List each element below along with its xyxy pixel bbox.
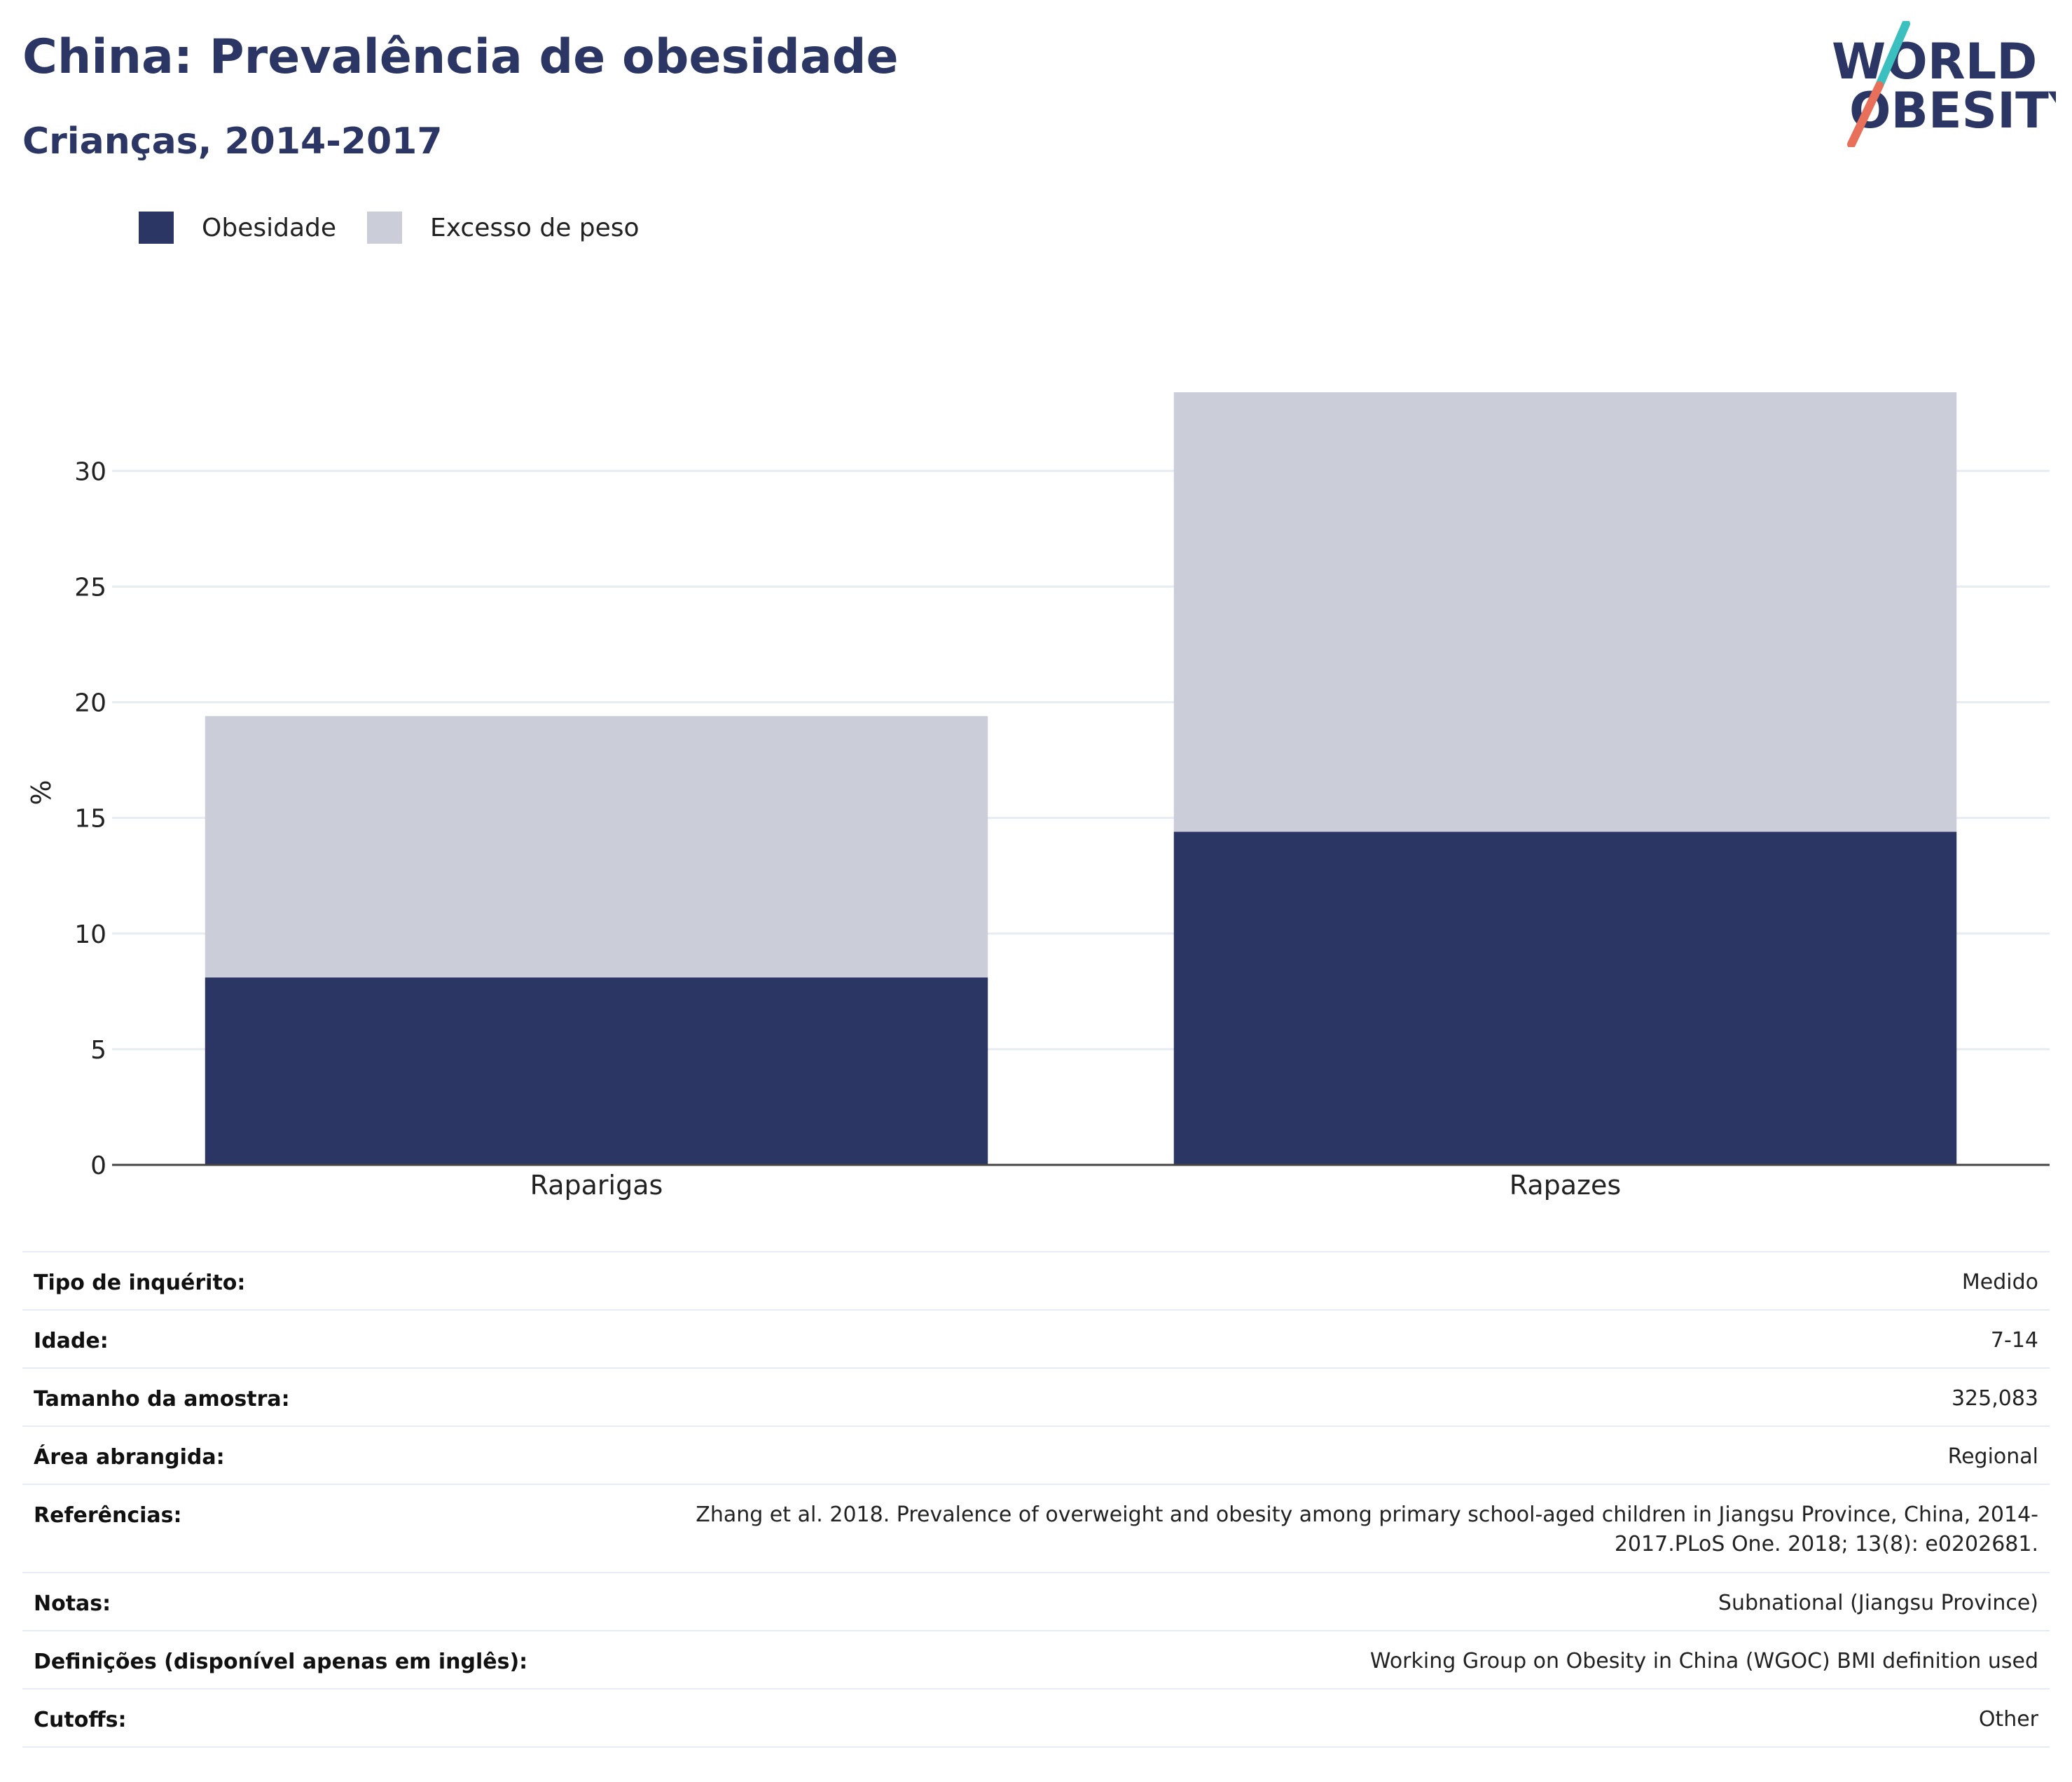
- legend-swatch-obesity: [139, 212, 174, 244]
- info-table: Tipo de inquérito: Medido Idade: 7-14 Ta…: [22, 1251, 2050, 1748]
- info-row-references: Referências: Zhang et al. 2018. Prevalen…: [22, 1485, 2050, 1573]
- x-tick-label: Raparigas: [530, 1170, 663, 1201]
- y-tick-label: 20: [74, 689, 106, 718]
- info-key: Cutoffs:: [34, 1708, 127, 1732]
- info-value: Subnational (Jiangsu Province): [1718, 1591, 2038, 1615]
- info-value: Medido: [1961, 1270, 2038, 1294]
- y-tick-label: 25: [74, 573, 106, 602]
- legend-swatch-overweight: [367, 212, 403, 244]
- chart-legend: Obesidade Excesso de peso: [139, 209, 670, 247]
- bar-obesity-0: [205, 977, 988, 1165]
- chart-title: China: Prevalência de obesidade: [22, 29, 899, 85]
- legend-label-overweight: Excesso de peso: [430, 213, 640, 242]
- info-row-sample-size: Tamanho da amostra: 325,083: [22, 1369, 2050, 1427]
- info-value: Zhang et al. 2018. Prevalence of overwei…: [696, 1503, 2038, 1556]
- info-key: Definições (disponível apenas em inglês)…: [34, 1650, 528, 1674]
- logo-line1: WORLD: [1832, 33, 2037, 90]
- x-tick-label: Rapazes: [1510, 1170, 1621, 1201]
- info-key: Tamanho da amostra:: [34, 1387, 290, 1411]
- info-key: Referências:: [34, 1503, 182, 1528]
- info-value: 325,083: [1951, 1386, 2038, 1411]
- info-value: 7-14: [1990, 1328, 2038, 1353]
- y-tick-label: 30: [74, 457, 106, 486]
- info-value: Working Group on Obesity in China (WGOC)…: [1369, 1649, 2038, 1673]
- info-row-cutoffs: Cutoffs: Other: [22, 1690, 2050, 1748]
- y-tick-label: 15: [74, 805, 106, 834]
- info-key: Tipo de inquérito:: [34, 1271, 246, 1295]
- chart-subtitle: Crianças, 2014-2017: [22, 120, 443, 163]
- info-row-area: Área abrangida: Regional: [22, 1427, 2050, 1485]
- stacked-bar-chart: 0 5 10 15 20 25 30 Raparigas Rapazes%: [26, 392, 2050, 1201]
- y-tick-label: 10: [74, 920, 106, 949]
- y-axis-label: %: [26, 780, 57, 805]
- info-row-notes: Notas: Subnational (Jiangsu Province): [22, 1573, 2050, 1631]
- info-row-survey-type: Tipo de inquérito: Medido: [22, 1252, 2050, 1311]
- legend-item-obesity[interactable]: Obesidade: [139, 212, 336, 244]
- info-key: Notas:: [34, 1591, 111, 1616]
- info-row-definitions: Definições (disponível apenas em inglês)…: [22, 1631, 2050, 1690]
- info-key: Idade:: [34, 1329, 109, 1353]
- logo-slash-top: [1875, 21, 1910, 90]
- info-row-age: Idade: 7-14: [22, 1311, 2050, 1369]
- logo-slash-bottom: [1847, 81, 1884, 147]
- bar-obesity-1: [1173, 831, 1957, 1165]
- y-tick-label: 5: [90, 1036, 106, 1065]
- bar-overweight-1: [1173, 392, 1957, 832]
- legend-item-overweight[interactable]: Excesso de peso: [367, 212, 640, 244]
- y-tick-label: 0: [90, 1152, 106, 1180]
- legend-label-obesity: Obesidade: [202, 213, 337, 242]
- info-value: Other: [1978, 1707, 2038, 1732]
- bar-overweight-0: [205, 716, 988, 978]
- info-value: Regional: [1947, 1444, 2038, 1469]
- world-obesity-logo: WORLD OBESITY: [1832, 21, 2056, 147]
- info-key: Área abrangida:: [34, 1445, 225, 1470]
- logo-line2: OBESITY: [1849, 82, 2056, 139]
